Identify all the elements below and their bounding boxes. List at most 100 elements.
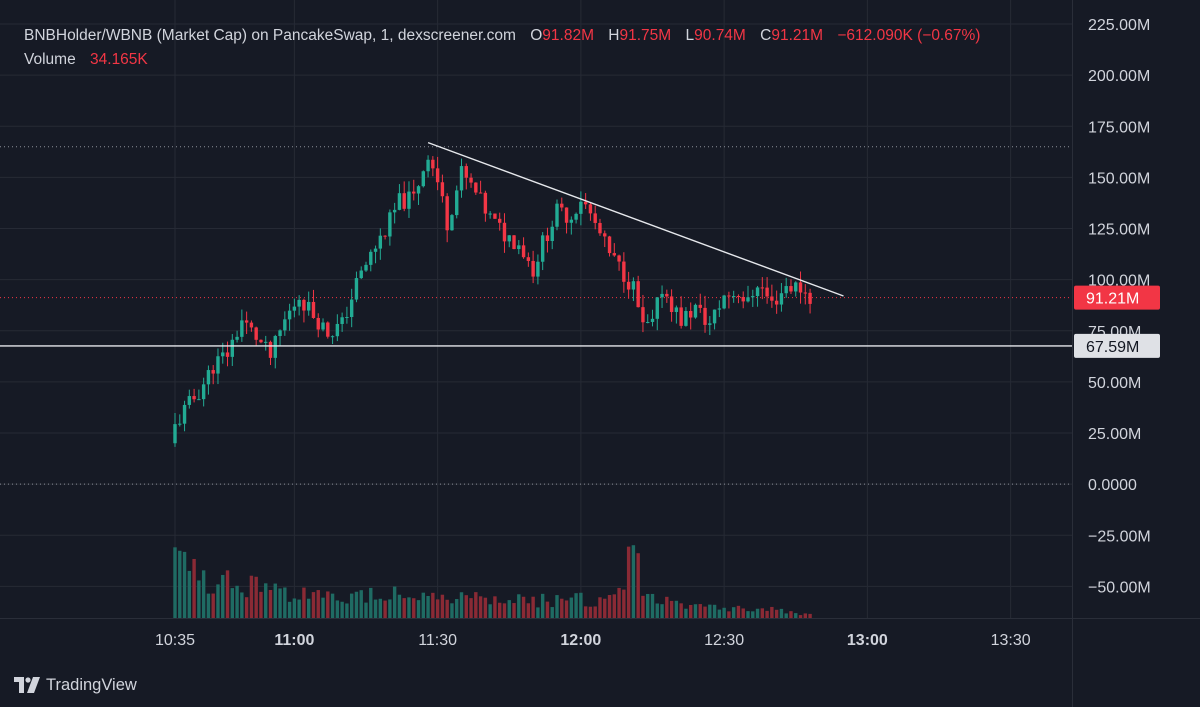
candle-body-up (416, 186, 421, 194)
candle-body-down (665, 293, 669, 297)
candle-body-down (469, 177, 473, 183)
volume-bar-up (292, 598, 297, 618)
volume-bar-down (665, 596, 669, 618)
volume-bar-up (579, 592, 583, 618)
y-tick-label: −50.00M (1088, 579, 1151, 596)
volume-bar-up (273, 583, 277, 618)
volume-bar-down (698, 604, 702, 618)
candle-body-up (378, 235, 383, 249)
volume-bar-down (464, 595, 468, 618)
legend-open-value: 91.82M (542, 27, 594, 44)
volume-bar-up (187, 570, 192, 618)
volume-bar-down (512, 603, 516, 618)
candle-body-down (383, 235, 387, 237)
volume-bar-up (450, 603, 454, 618)
candle-body-up (674, 307, 679, 313)
volume-bar-down (736, 605, 741, 618)
candle-body-up (655, 297, 659, 319)
x-tick-label: 12:30 (704, 632, 744, 649)
candle-body-up (507, 235, 511, 242)
candle-body-up (555, 203, 559, 227)
tradingview-logo-icon (14, 677, 40, 693)
candle-body-down (603, 233, 607, 237)
candle-body-up (488, 213, 492, 215)
candle-body-down (268, 341, 273, 358)
volume-bar-down (598, 597, 602, 618)
legend-change: −612.090K (−0.67%) (837, 27, 981, 44)
volume-bar-up (550, 607, 554, 618)
volume-bar-up (354, 591, 359, 618)
candle-body-up (397, 193, 402, 210)
candle-body-down (478, 192, 483, 194)
volume-bar-down (531, 596, 535, 618)
volume-bar-up (421, 592, 425, 618)
candle-body-up (206, 370, 211, 385)
volume-bar-up (349, 593, 354, 618)
candle-body-down (244, 320, 249, 323)
candle-body-down (760, 287, 765, 289)
candle-body-up (407, 191, 411, 209)
volume-bar-up (507, 600, 511, 618)
legend-low-value: 90.74M (694, 27, 746, 44)
volume-bar-down (435, 599, 440, 618)
candle-body-up (235, 336, 239, 340)
legend-volume-value: 34.165K (90, 51, 148, 68)
volume-bar-up (755, 608, 760, 618)
candle-body-up (536, 261, 540, 277)
legend-volume-row: Volume 34.165K (24, 48, 980, 72)
candle-body-down (326, 322, 330, 337)
y-tick-label: 25.00M (1088, 426, 1141, 443)
candle-body-up (201, 384, 206, 400)
candle-body-down (526, 257, 531, 261)
candle-body-up (182, 404, 187, 424)
legend-high-value: 91.75M (619, 27, 672, 44)
legend-close-label: C (760, 27, 772, 44)
y-tick-label: 200.00M (1088, 68, 1150, 85)
volume-bar-down (560, 598, 564, 618)
candle-body-up (540, 235, 545, 262)
candle-body-down (641, 307, 645, 323)
volume-bar-up (173, 547, 177, 618)
y-tick-label: 0.0000 (1088, 477, 1137, 494)
candle-body-up (349, 299, 354, 318)
volume-bar-up (345, 603, 349, 618)
candle-body-up (321, 322, 325, 330)
candle-body-up (364, 264, 368, 271)
candle-body-up (287, 310, 292, 320)
volume-bar-down (483, 597, 488, 618)
line-price-badge (1074, 333, 1160, 358)
candle-body-up (550, 226, 554, 242)
candle-body-down (593, 213, 597, 223)
candle-body-up (197, 399, 201, 401)
volume-bar-up (540, 593, 545, 618)
volume-bar-up (230, 588, 234, 618)
candle-body-up (359, 270, 363, 279)
candle-body-up (426, 159, 430, 172)
candle-body-up (187, 396, 192, 405)
volume-bar-up (708, 604, 712, 618)
candle-body-down (302, 299, 306, 311)
volume-bar-down (192, 558, 196, 618)
candle-body-down (669, 296, 674, 313)
volume-bar-down (564, 600, 569, 618)
volume-bar-up (712, 604, 717, 618)
candle-body-up (330, 336, 335, 338)
volume-bar-down (545, 601, 550, 618)
candle-body-down (808, 292, 812, 304)
candle-body-down (770, 296, 774, 301)
tradingview-brand[interactable]: TradingView (14, 674, 137, 696)
volume-bar-up (197, 580, 201, 618)
volume-bar-down (478, 596, 483, 618)
volume-bar-up (278, 588, 282, 618)
candle-body-up (221, 352, 225, 357)
x-tick-label: 13:30 (991, 632, 1031, 649)
volume-bar-up (206, 593, 211, 618)
volume-bar-down (445, 599, 449, 618)
candle-body-down (502, 222, 507, 242)
volume-bar-up (330, 593, 335, 618)
candle-body-up (392, 209, 397, 213)
candle-body-down (211, 370, 215, 374)
candle-body-down (736, 296, 741, 298)
